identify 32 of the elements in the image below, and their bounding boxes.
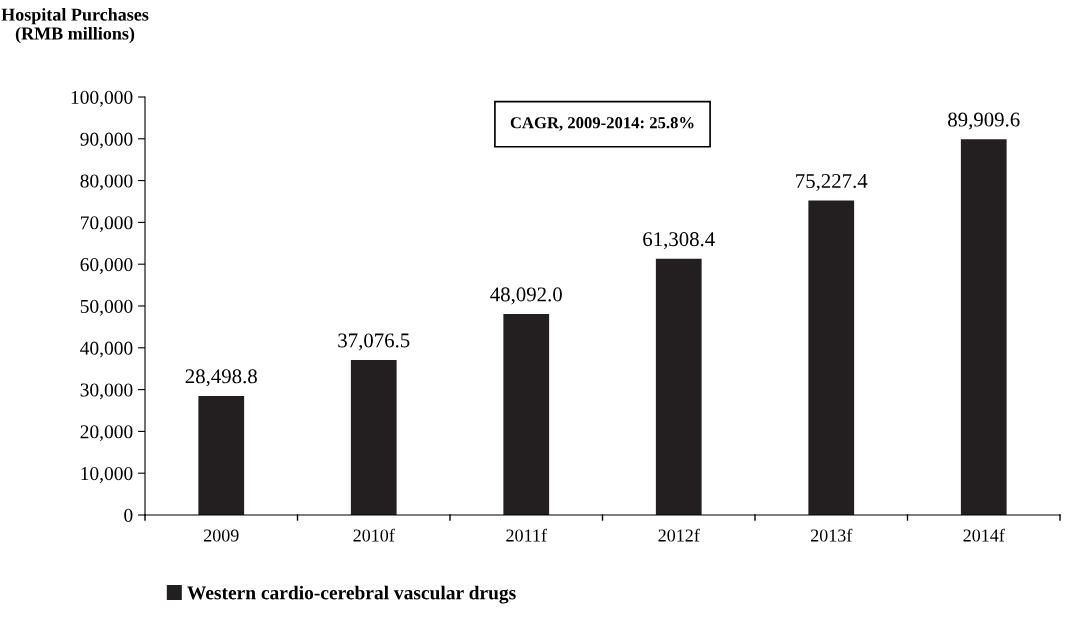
x-tick-label: 2009 (203, 529, 239, 542)
data-label: 75,227.4 (796, 173, 868, 191)
y-tick-label: 60,000 (80, 258, 133, 274)
bar (808, 200, 855, 515)
y-tick-label: 100,000 (71, 90, 133, 107)
x-tick-label: 2013f (810, 528, 853, 542)
x-tick-label: 2012f (658, 528, 700, 542)
y-tick-label: 30,000 (80, 383, 133, 400)
y-tick-label: 20,000 (80, 425, 133, 442)
y-tick-label: 50,000 (80, 299, 133, 316)
data-label: 48,092.0 (490, 287, 562, 305)
bar (198, 395, 245, 515)
data-label: 37,076.5 (338, 333, 410, 351)
data-label: 28,498.8 (185, 369, 257, 387)
bar (350, 360, 397, 515)
y-tick-label: 70,000 (81, 216, 133, 233)
y-axis-title: Hospital Purchases (RMB millions) (1, 8, 149, 44)
bar (960, 139, 1007, 515)
y-tick-label: 80,000 (80, 174, 133, 191)
bar (503, 313, 550, 515)
y-tick-label: 40,000 (80, 341, 133, 358)
x-tick-label: 2011f (506, 528, 547, 542)
legend-label: Western cardio-cerebral vascular drugs (187, 585, 516, 604)
y-tick-label: 90,000 (80, 132, 133, 149)
y-tick-label: 10,000 (81, 467, 133, 483)
y-tick-label: 0 (124, 508, 133, 522)
x-tick-label: 2014f (963, 528, 1005, 542)
data-label: 89,909.6 (948, 112, 1020, 130)
data-label: 61,308.4 (643, 232, 715, 250)
x-tick-label: 2010f (353, 528, 395, 542)
bar (655, 258, 702, 515)
annotation: CAGR, 2009-2014: 25.8% (510, 117, 694, 131)
